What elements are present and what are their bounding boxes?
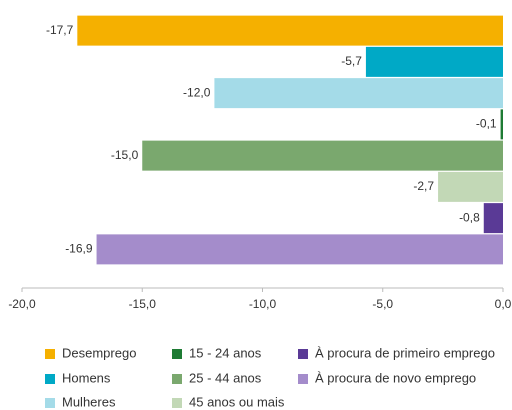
x-tick-label: -20,0 xyxy=(8,297,36,311)
legend-swatch xyxy=(45,349,55,359)
value-label: -16,9 xyxy=(65,242,93,256)
value-label: -2,7 xyxy=(413,179,434,193)
legend-label: 45 anos ou mais xyxy=(189,394,285,409)
value-label: -5,7 xyxy=(341,54,362,68)
legend-label: À procura de primeiro emprego xyxy=(315,345,495,360)
legend-swatch xyxy=(172,374,182,384)
legend-swatch xyxy=(298,374,308,384)
legend-label: Desemprego xyxy=(62,345,136,360)
x-tick-label: -10,0 xyxy=(249,297,277,311)
bar xyxy=(142,140,503,171)
bar xyxy=(365,46,503,77)
legend-label: Homens xyxy=(62,370,111,385)
bar xyxy=(214,78,503,109)
x-tick-label: -15,0 xyxy=(129,297,157,311)
x-tick-label: -5,0 xyxy=(372,297,393,311)
bar xyxy=(96,234,504,265)
legend-swatch xyxy=(298,349,308,359)
value-label: -17,7 xyxy=(46,23,74,37)
bar xyxy=(77,15,503,46)
legend-swatch xyxy=(172,398,182,408)
legend-label: 25 - 44 anos xyxy=(189,370,262,385)
legend-label: 15 - 24 anos xyxy=(189,345,262,360)
value-label: -12,0 xyxy=(183,85,211,99)
bar xyxy=(483,203,503,234)
legend-swatch xyxy=(45,398,55,408)
legend-swatch xyxy=(45,374,55,384)
x-tick-label: 0,0 xyxy=(495,297,512,311)
value-label: -15,0 xyxy=(111,148,139,162)
legend-swatch xyxy=(172,349,182,359)
bar xyxy=(500,109,503,140)
value-label: -0,8 xyxy=(459,210,480,224)
legend-label: Mulheres xyxy=(62,394,116,409)
value-label: -0,1 xyxy=(476,117,497,131)
bar xyxy=(438,171,503,202)
legend-label: À procura de novo emprego xyxy=(315,370,476,385)
